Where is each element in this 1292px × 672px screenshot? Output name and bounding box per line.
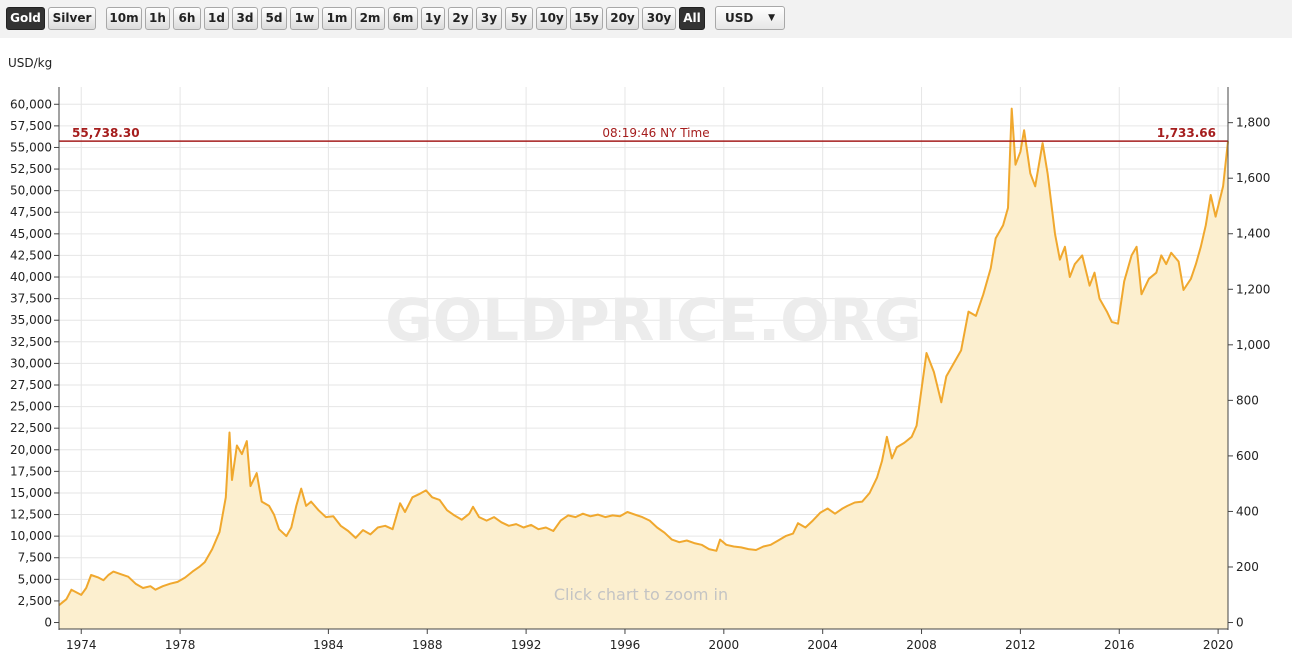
y-left-tick-label: 42,500	[10, 248, 52, 262]
x-tick-label: 1992	[511, 638, 542, 652]
y-left-tick-label: 0	[44, 616, 52, 630]
zoom-hint: Click chart to zoom in	[554, 585, 728, 604]
y-axis-unit-label: USD/kg	[8, 56, 53, 70]
x-tick-label: 1988	[412, 638, 443, 652]
range-button-1w[interactable]: 1w	[290, 7, 319, 30]
currency-select[interactable]: USD ▼	[715, 6, 785, 30]
x-tick-label: 2016	[1104, 638, 1135, 652]
x-tick-label: 2004	[807, 638, 838, 652]
range-button-5d[interactable]: 5d	[261, 7, 287, 30]
y-left-tick-label: 25,000	[10, 400, 52, 414]
chevron-down-icon: ▼	[768, 13, 775, 23]
range-button-2m[interactable]: 2m	[355, 7, 385, 30]
range-button-1m[interactable]: 1m	[322, 7, 352, 30]
range-button-2y[interactable]: 2y	[448, 7, 473, 30]
y-right-tick-label: 1,000	[1236, 338, 1270, 352]
range-button-all[interactable]: All	[679, 7, 705, 30]
range-button-3d[interactable]: 3d	[232, 7, 258, 30]
range-button-10y[interactable]: 10y	[536, 7, 567, 30]
y-left-tick-label: 5,000	[18, 572, 52, 586]
range-button-1h[interactable]: 1h	[145, 7, 170, 30]
y-right-tick-label: 1,600	[1236, 171, 1270, 185]
y-left-tick-label: 15,000	[10, 486, 52, 500]
x-tick-label: 2012	[1005, 638, 1036, 652]
toolbar: Gold Silver 10m 1h 6h 1d 3d 5d 1w 1m 2m 6m 1y 2y 3y 5…	[0, 0, 1292, 38]
y-left-tick-label: 22,500	[10, 421, 52, 435]
y-left-tick-label: 50,000	[10, 184, 52, 198]
range-button-20y[interactable]: 20y	[606, 7, 639, 30]
range-button-1d[interactable]: 1d	[204, 7, 229, 30]
watermark: GOLDPRICE.ORG	[385, 286, 922, 354]
price-line	[58, 107, 1229, 606]
y-left-tick-label: 57,500	[10, 119, 52, 133]
y-left-tick-label: 45,000	[10, 227, 52, 241]
range-button-5y[interactable]: 5y	[505, 7, 533, 30]
y-left-tick-label: 12,500	[10, 508, 52, 522]
y-left-tick-label: 17,500	[10, 464, 52, 478]
y-left-tick-label: 47,500	[10, 205, 52, 219]
x-tick-label: 1974	[66, 638, 97, 652]
current-time-label: 08:19:46 NY Time	[602, 126, 709, 140]
price-area	[59, 108, 1228, 630]
y-right-tick-label: 400	[1236, 504, 1259, 518]
y-left-tick-label: 35,000	[10, 313, 52, 327]
x-tick-label: 2000	[709, 638, 740, 652]
range-button-6m[interactable]: 6m	[388, 7, 418, 30]
y-right-tick-label: 800	[1236, 393, 1259, 407]
x-tick-label: 2008	[906, 638, 937, 652]
y-left-tick-label: 52,500	[10, 162, 52, 176]
y-right-tick-label: 1,400	[1236, 227, 1270, 241]
y-left-tick-label: 2,500	[18, 594, 52, 608]
y-right-tick-label: 1,800	[1236, 116, 1270, 130]
y-right-tick-label: 600	[1236, 449, 1259, 463]
y-right-tick-label: 200	[1236, 560, 1259, 574]
current-price-usd-oz-label: 1,733.66	[1157, 126, 1216, 140]
y-left-tick-label: 55,000	[10, 140, 52, 154]
range-button-30y[interactable]: 30y	[642, 7, 676, 30]
x-tick-label: 1984	[313, 638, 344, 652]
y-left-tick-label: 7,500	[18, 551, 52, 565]
y-left-tick-label: 10,000	[10, 529, 52, 543]
y-left-tick-label: 40,000	[10, 270, 52, 284]
range-button-15y[interactable]: 15y	[570, 7, 603, 30]
x-tick-label: 2020	[1203, 638, 1234, 652]
x-tick-label: 1978	[165, 638, 196, 652]
range-button-10m[interactable]: 10m	[106, 7, 142, 30]
y-left-tick-label: 32,500	[10, 335, 52, 349]
current-price-usd-kg-label: 55,738.30	[72, 126, 140, 140]
silver-button[interactable]: Silver	[48, 7, 96, 30]
y-left-tick-label: 30,000	[10, 356, 52, 370]
y-left-tick-label: 27,500	[10, 378, 52, 392]
y-right-tick-label: 1,200	[1236, 282, 1270, 296]
gold-button[interactable]: Gold	[6, 7, 45, 30]
x-tick-label: 1996	[610, 638, 641, 652]
y-left-tick-label: 20,000	[10, 443, 52, 457]
range-button-6h[interactable]: 6h	[173, 7, 201, 30]
y-left-tick-label: 37,500	[10, 292, 52, 306]
y-left-tick-label: 60,000	[10, 97, 52, 111]
currency-value: USD	[725, 11, 754, 25]
y-right-tick-label: 0	[1236, 616, 1244, 630]
range-button-3y[interactable]: 3y	[476, 7, 502, 30]
range-button-1y[interactable]: 1y	[421, 7, 445, 30]
